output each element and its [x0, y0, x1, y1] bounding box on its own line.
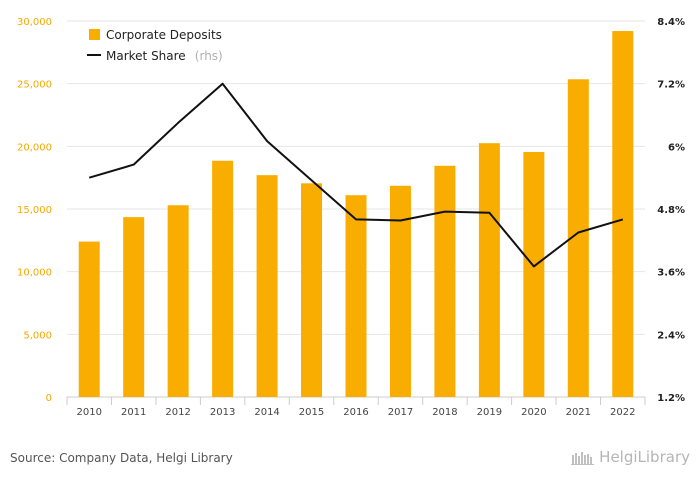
bar-2010 [78, 241, 100, 397]
legend-label-bars: Corporate Deposits [106, 28, 222, 42]
right-tick-label: 1.2% [657, 393, 685, 404]
bar-2015 [301, 183, 323, 397]
right-tick-label: 2.4% [657, 330, 685, 341]
library-icon [571, 452, 595, 465]
right-tick-label: 4.8% [657, 205, 685, 216]
left-tick-label: 10,000 [17, 268, 52, 279]
legend-label-line-wrap: Market Share (rhs) [106, 45, 223, 64]
source-note: Source: Company Data, Helgi Library [10, 451, 233, 465]
x-tick-label: 2019 [477, 407, 502, 418]
bar-2022 [612, 31, 634, 397]
x-tick-label: 2020 [521, 407, 546, 418]
x-tick-label: 2010 [77, 407, 102, 418]
left-tick-label: 25,000 [17, 80, 52, 91]
bar-2011 [123, 217, 145, 397]
bar-2017 [389, 185, 411, 397]
legend-swatch-bars [89, 29, 100, 40]
x-tick-label: 2013 [210, 407, 235, 418]
x-tick-label: 2016 [343, 407, 368, 418]
bar-2021 [567, 79, 589, 397]
left-tick-label: 20,000 [17, 142, 52, 153]
left-tick-label: 5,000 [23, 330, 52, 341]
chart: 0 5,000 10,000 15,000 20,000 25,000 30,000 1.2… [17, 17, 685, 418]
line-series [88, 82, 624, 268]
right-axis-ticks: 1.2% 2.4% 3.6% 4.8% 6% 7.2% 8.4% [657, 17, 685, 404]
bar-2013 [212, 160, 234, 397]
x-tick-label: 2021 [566, 407, 591, 418]
x-tick-label: 2015 [299, 407, 324, 418]
x-tick-label: 2017 [388, 407, 413, 418]
right-tick-label: 6% [668, 142, 685, 153]
legend-label-line: Market Share [106, 49, 186, 63]
right-tick-label: 7.2% [657, 80, 685, 91]
brand-name: HelgiLibrary [599, 448, 690, 466]
x-tick-label: 2011 [121, 407, 146, 418]
legend: Corporate Deposits Market Share (rhs) [87, 28, 223, 64]
bar-2019 [478, 143, 500, 397]
bar-2012 [167, 205, 189, 397]
bar-series [78, 31, 634, 397]
bar-2020 [523, 151, 545, 397]
bar-2018 [434, 165, 456, 397]
right-tick-label: 3.6% [657, 268, 685, 279]
gridlines [66, 20, 646, 405]
right-tick-label: 8.4% [657, 17, 685, 28]
bar-2016 [345, 195, 367, 397]
x-tick-label: 2018 [432, 407, 457, 418]
x-tick-label: 2012 [165, 407, 190, 418]
left-axis-ticks: 0 5,000 10,000 15,000 20,000 25,000 30,000 [17, 17, 52, 404]
bar-2014 [256, 175, 278, 397]
x-axis-ticks: 2010 2011 2012 2013 2014 2015 2016 2017 2018 2019… [77, 407, 636, 418]
x-tick-label: 2022 [610, 407, 635, 418]
left-tick-label: 30,000 [17, 17, 52, 28]
x-tick-label: 2014 [254, 407, 279, 418]
brand-logo: HelgiLibrary [571, 448, 690, 466]
left-tick-label: 15,000 [17, 205, 52, 216]
left-tick-label: 0 [46, 393, 52, 404]
legend-label-line-note: (rhs) [195, 49, 223, 63]
